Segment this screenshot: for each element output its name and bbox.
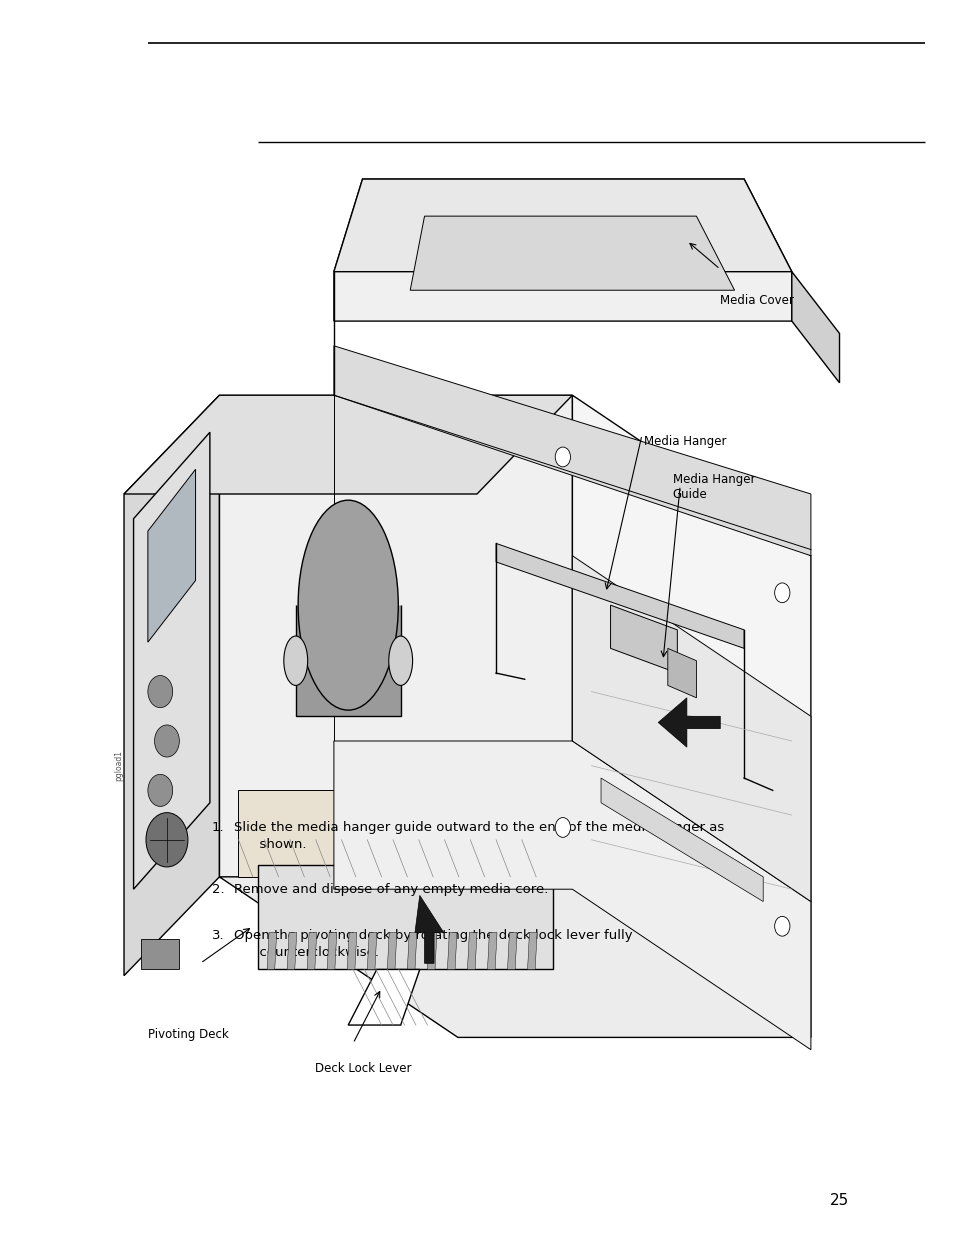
Text: 3.: 3. [212,929,224,942]
Polygon shape [600,778,762,902]
Polygon shape [658,698,720,747]
Ellipse shape [297,500,397,710]
Circle shape [774,916,789,936]
Polygon shape [415,895,443,963]
Circle shape [154,725,179,757]
Text: Media Hanger: Media Hanger [643,435,725,448]
Polygon shape [307,932,316,969]
Text: 2.: 2. [212,883,224,897]
Polygon shape [238,790,553,877]
Polygon shape [334,346,810,556]
Text: pgload1: pgload1 [114,750,124,782]
Polygon shape [487,932,497,969]
Polygon shape [791,272,839,383]
Polygon shape [610,605,677,673]
Polygon shape [334,179,791,321]
Bar [141,939,179,969]
Text: Remove and dispose of any empty media core.: Remove and dispose of any empty media co… [233,883,548,897]
Polygon shape [124,395,219,976]
Polygon shape [314,611,391,692]
Circle shape [146,813,188,867]
Circle shape [148,676,172,708]
Polygon shape [447,932,456,969]
Polygon shape [572,556,810,902]
Text: Slide the media hanger guide outward to the end of the media hanger as
      sho: Slide the media hanger guide outward to … [233,821,723,851]
Polygon shape [496,543,743,648]
Polygon shape [367,932,376,969]
Polygon shape [467,932,476,969]
Polygon shape [287,932,296,969]
Circle shape [148,774,172,806]
Polygon shape [407,932,416,969]
Text: Deck Lock Lever: Deck Lock Lever [314,1062,411,1076]
Polygon shape [410,216,734,290]
Polygon shape [219,395,572,877]
Polygon shape [334,741,810,1050]
Text: Pivoting Deck: Pivoting Deck [148,1028,229,1041]
Polygon shape [267,932,276,969]
Polygon shape [257,864,553,969]
Polygon shape [327,932,336,969]
Ellipse shape [389,636,412,685]
Circle shape [555,818,570,837]
Polygon shape [427,932,436,969]
Polygon shape [347,932,356,969]
Polygon shape [348,969,419,1025]
Polygon shape [387,932,396,969]
Text: Media Cover: Media Cover [720,294,793,308]
Ellipse shape [283,636,307,685]
Bar [310,574,367,661]
Polygon shape [334,179,791,272]
Text: Open the pivoting deck by rotating the deck lock lever fully
      counterclockw: Open the pivoting deck by rotating the d… [233,929,632,958]
Polygon shape [507,932,517,969]
Polygon shape [219,877,810,1037]
Polygon shape [572,395,810,1037]
Circle shape [555,447,570,467]
Ellipse shape [314,525,391,698]
Polygon shape [295,605,400,716]
Polygon shape [527,932,537,969]
Polygon shape [133,432,210,889]
Text: 1.: 1. [212,821,224,835]
Polygon shape [124,395,572,494]
Polygon shape [667,648,696,698]
Polygon shape [148,469,195,642]
Text: Media Hanger
Guide: Media Hanger Guide [672,473,754,501]
Circle shape [774,583,789,603]
Text: 25: 25 [829,1193,848,1208]
